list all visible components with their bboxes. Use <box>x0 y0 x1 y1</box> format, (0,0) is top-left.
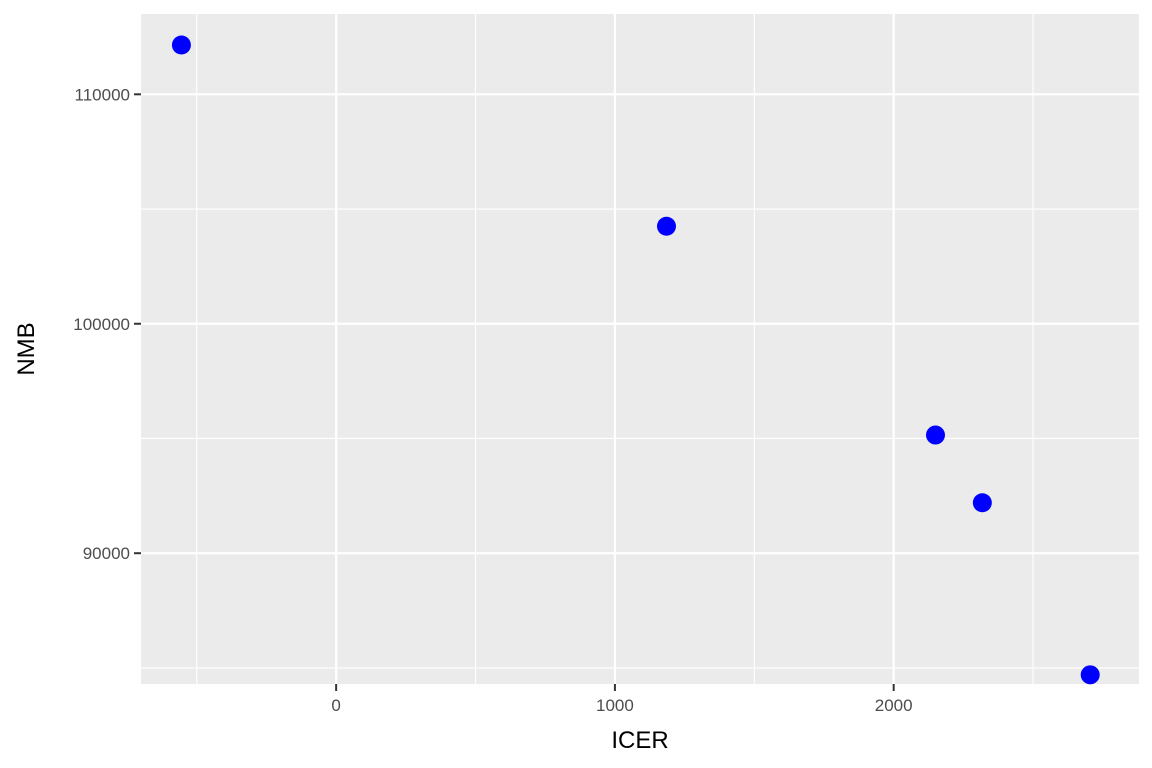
y-tick-label: 90000 <box>83 544 130 563</box>
plot-panel <box>141 14 1139 684</box>
data-points <box>171 35 1100 685</box>
x-axis-title: ICER <box>611 727 668 754</box>
x-axis: 0 1000 2000 <box>331 684 913 715</box>
y-axis-title: NMB <box>13 322 40 375</box>
data-point <box>972 493 992 513</box>
y-tick-label: 110000 <box>75 85 130 104</box>
minor-gridlines <box>141 14 1139 684</box>
x-tick-label: 2000 <box>875 696 913 715</box>
data-point <box>656 216 676 236</box>
data-point <box>1080 665 1100 685</box>
x-tick-label: 1000 <box>596 696 634 715</box>
data-point <box>171 35 191 55</box>
x-tick-label: 0 <box>331 696 340 715</box>
y-tick-label: 100000 <box>73 315 130 334</box>
major-gridlines <box>141 14 1139 684</box>
data-point <box>925 425 945 445</box>
y-axis: 90000 100000 110000 <box>73 85 141 563</box>
